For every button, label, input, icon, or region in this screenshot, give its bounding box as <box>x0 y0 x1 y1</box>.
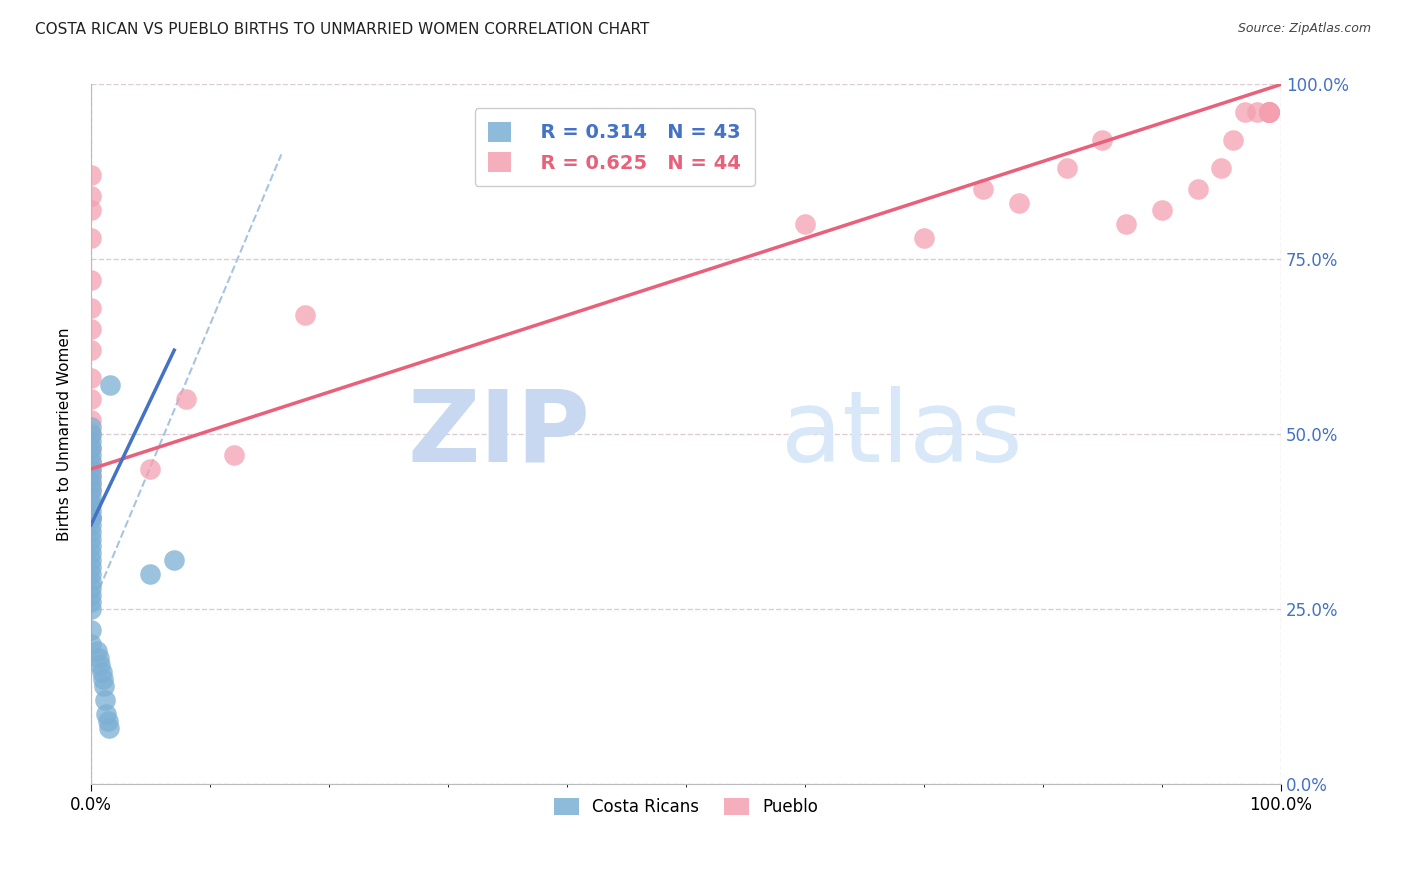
Point <box>80 462 103 476</box>
Point <box>1258 105 1281 120</box>
Point <box>80 504 103 518</box>
Point <box>80 441 103 455</box>
Point <box>80 574 103 588</box>
Point <box>94 693 117 707</box>
Point <box>294 308 316 322</box>
Point <box>80 497 103 511</box>
Text: COSTA RICAN VS PUEBLO BIRTHS TO UNMARRIED WOMEN CORRELATION CHART: COSTA RICAN VS PUEBLO BIRTHS TO UNMARRIE… <box>35 22 650 37</box>
Text: atlas: atlas <box>782 385 1022 483</box>
Point <box>222 448 245 462</box>
Point <box>80 497 103 511</box>
Point <box>80 546 103 560</box>
Point <box>80 169 103 183</box>
Point <box>80 469 103 483</box>
Point <box>1234 105 1257 120</box>
Point <box>1258 105 1281 120</box>
Point <box>86 644 108 658</box>
Point <box>80 441 103 455</box>
Point <box>1091 133 1114 147</box>
Point <box>1056 161 1078 176</box>
Point <box>80 392 103 406</box>
Point <box>80 637 103 651</box>
Legend: Costa Ricans, Pueblo: Costa Ricans, Pueblo <box>546 789 827 824</box>
Point <box>174 392 197 406</box>
Point <box>80 511 103 525</box>
Point <box>80 588 103 602</box>
Point <box>80 476 103 491</box>
Point <box>80 427 103 442</box>
Point <box>80 511 103 525</box>
Point <box>80 455 103 469</box>
Point <box>80 566 103 581</box>
Point <box>794 217 817 231</box>
Point <box>972 182 994 196</box>
Point <box>80 322 103 336</box>
Point <box>80 524 103 539</box>
Point <box>89 657 111 672</box>
Point <box>80 490 103 504</box>
Point <box>80 273 103 287</box>
Point <box>1258 105 1281 120</box>
Point <box>80 581 103 595</box>
Point <box>80 420 103 434</box>
Point <box>98 378 121 392</box>
Point <box>96 706 118 721</box>
Point <box>80 371 103 385</box>
Text: Source: ZipAtlas.com: Source: ZipAtlas.com <box>1237 22 1371 36</box>
Point <box>80 560 103 574</box>
Point <box>1187 182 1209 196</box>
Point <box>93 679 115 693</box>
Point <box>80 518 103 533</box>
Text: ZIP: ZIP <box>408 385 591 483</box>
Point <box>1222 133 1244 147</box>
Point <box>80 595 103 609</box>
Point <box>1150 203 1173 218</box>
Point <box>80 231 103 245</box>
Point <box>1211 161 1233 176</box>
Point <box>163 553 186 567</box>
Point <box>734 133 756 147</box>
Point <box>80 553 103 567</box>
Point <box>80 539 103 553</box>
Point <box>80 469 103 483</box>
Point <box>80 483 103 497</box>
Point <box>89 651 111 665</box>
Point <box>80 189 103 203</box>
Point <box>80 483 103 497</box>
Point <box>97 714 120 728</box>
Point <box>1115 217 1137 231</box>
Point <box>91 672 114 686</box>
Point <box>912 231 935 245</box>
Point <box>90 665 112 679</box>
Point <box>1258 105 1281 120</box>
Point <box>80 413 103 427</box>
Point <box>97 721 120 735</box>
Point <box>80 623 103 637</box>
Point <box>139 462 162 476</box>
Point <box>80 203 103 218</box>
Point <box>80 301 103 316</box>
Point <box>80 476 103 491</box>
Point <box>80 511 103 525</box>
Y-axis label: Births to Unmarried Women: Births to Unmarried Women <box>58 327 72 541</box>
Point <box>80 343 103 358</box>
Point <box>80 455 103 469</box>
Point <box>80 602 103 616</box>
Point <box>80 462 103 476</box>
Point <box>80 448 103 462</box>
Point <box>1246 105 1268 120</box>
Point <box>80 434 103 448</box>
Point <box>1258 105 1281 120</box>
Point <box>139 566 162 581</box>
Point <box>1008 196 1031 211</box>
Point <box>80 532 103 546</box>
Point <box>1258 105 1281 120</box>
Point <box>80 427 103 442</box>
